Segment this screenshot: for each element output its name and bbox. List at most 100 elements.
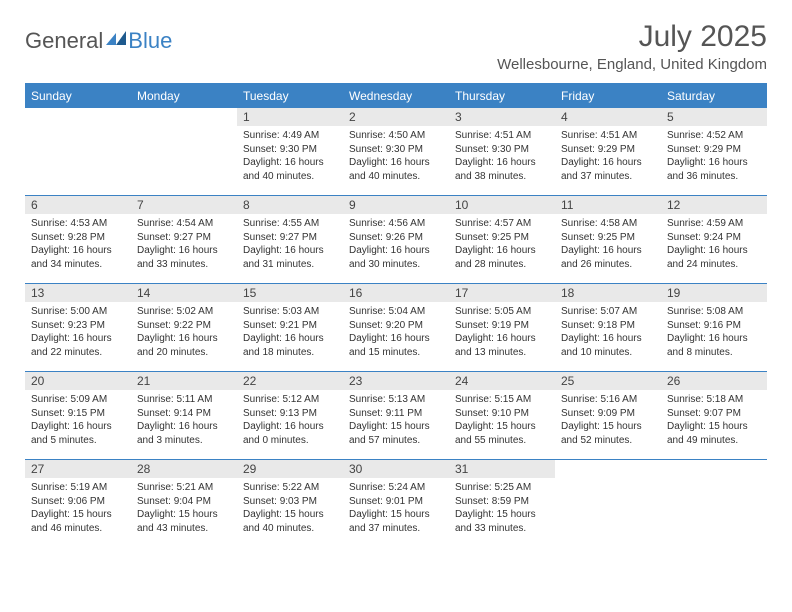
- logo-text-general: General: [25, 28, 103, 54]
- calendar-day-cell: [131, 108, 237, 196]
- calendar-day-cell: 30Sunrise: 5:24 AMSunset: 9:01 PMDayligh…: [343, 460, 449, 548]
- month-title: July 2025: [497, 20, 767, 54]
- day-number: 6: [25, 196, 131, 214]
- calendar-day-cell: 21Sunrise: 5:11 AMSunset: 9:14 PMDayligh…: [131, 372, 237, 460]
- calendar-week-row: 13Sunrise: 5:00 AMSunset: 9:23 PMDayligh…: [25, 284, 767, 372]
- calendar-day-cell: 19Sunrise: 5:08 AMSunset: 9:16 PMDayligh…: [661, 284, 767, 372]
- day-number: 13: [25, 284, 131, 302]
- calendar-day-cell: 23Sunrise: 5:13 AMSunset: 9:11 PMDayligh…: [343, 372, 449, 460]
- day-number: 26: [661, 372, 767, 390]
- calendar-day-cell: [25, 108, 131, 196]
- day-number: 20: [25, 372, 131, 390]
- day-details: Sunrise: 4:52 AMSunset: 9:29 PMDaylight:…: [661, 126, 767, 187]
- col-thursday: Thursday: [449, 84, 555, 108]
- col-wednesday: Wednesday: [343, 84, 449, 108]
- day-details: Sunrise: 5:24 AMSunset: 9:01 PMDaylight:…: [343, 478, 449, 539]
- logo: General Blue: [25, 20, 172, 54]
- day-number: 23: [343, 372, 449, 390]
- calendar-table: Sunday Monday Tuesday Wednesday Thursday…: [25, 83, 767, 548]
- calendar-day-cell: 1Sunrise: 4:49 AMSunset: 9:30 PMDaylight…: [237, 108, 343, 196]
- day-number: 25: [555, 372, 661, 390]
- day-details: Sunrise: 4:51 AMSunset: 9:29 PMDaylight:…: [555, 126, 661, 187]
- calendar-day-cell: 9Sunrise: 4:56 AMSunset: 9:26 PMDaylight…: [343, 196, 449, 284]
- calendar-week-row: 20Sunrise: 5:09 AMSunset: 9:15 PMDayligh…: [25, 372, 767, 460]
- day-details: Sunrise: 5:00 AMSunset: 9:23 PMDaylight:…: [25, 302, 131, 363]
- calendar-day-cell: 8Sunrise: 4:55 AMSunset: 9:27 PMDaylight…: [237, 196, 343, 284]
- day-number: 22: [237, 372, 343, 390]
- day-details: Sunrise: 5:21 AMSunset: 9:04 PMDaylight:…: [131, 478, 237, 539]
- calendar-day-cell: 4Sunrise: 4:51 AMSunset: 9:29 PMDaylight…: [555, 108, 661, 196]
- day-number: 16: [343, 284, 449, 302]
- day-details: Sunrise: 5:16 AMSunset: 9:09 PMDaylight:…: [555, 390, 661, 451]
- col-tuesday: Tuesday: [237, 84, 343, 108]
- day-number: 27: [25, 460, 131, 478]
- calendar-day-cell: 22Sunrise: 5:12 AMSunset: 9:13 PMDayligh…: [237, 372, 343, 460]
- day-number: 4: [555, 108, 661, 126]
- day-details: Sunrise: 5:09 AMSunset: 9:15 PMDaylight:…: [25, 390, 131, 451]
- day-number: 7: [131, 196, 237, 214]
- col-sunday: Sunday: [25, 84, 131, 108]
- calendar-day-cell: 29Sunrise: 5:22 AMSunset: 9:03 PMDayligh…: [237, 460, 343, 548]
- calendar-day-cell: 24Sunrise: 5:15 AMSunset: 9:10 PMDayligh…: [449, 372, 555, 460]
- calendar-day-cell: 14Sunrise: 5:02 AMSunset: 9:22 PMDayligh…: [131, 284, 237, 372]
- location-subtitle: Wellesbourne, England, United Kingdom: [497, 56, 767, 73]
- calendar-day-cell: 28Sunrise: 5:21 AMSunset: 9:04 PMDayligh…: [131, 460, 237, 548]
- day-details: Sunrise: 5:13 AMSunset: 9:11 PMDaylight:…: [343, 390, 449, 451]
- day-details: Sunrise: 5:11 AMSunset: 9:14 PMDaylight:…: [131, 390, 237, 451]
- calendar-week-row: 6Sunrise: 4:53 AMSunset: 9:28 PMDaylight…: [25, 196, 767, 284]
- day-number: 1: [237, 108, 343, 126]
- logo-text-blue: Blue: [128, 28, 172, 54]
- calendar-day-cell: 17Sunrise: 5:05 AMSunset: 9:19 PMDayligh…: [449, 284, 555, 372]
- day-number: 30: [343, 460, 449, 478]
- weekday-header-row: Sunday Monday Tuesday Wednesday Thursday…: [25, 84, 767, 108]
- day-details: Sunrise: 5:04 AMSunset: 9:20 PMDaylight:…: [343, 302, 449, 363]
- day-number: 5: [661, 108, 767, 126]
- calendar-day-cell: [661, 460, 767, 548]
- day-details: Sunrise: 4:49 AMSunset: 9:30 PMDaylight:…: [237, 126, 343, 187]
- day-number: 9: [343, 196, 449, 214]
- day-details: Sunrise: 4:54 AMSunset: 9:27 PMDaylight:…: [131, 214, 237, 275]
- day-details: Sunrise: 4:58 AMSunset: 9:25 PMDaylight:…: [555, 214, 661, 275]
- day-number: 17: [449, 284, 555, 302]
- day-details: Sunrise: 5:07 AMSunset: 9:18 PMDaylight:…: [555, 302, 661, 363]
- day-number: 11: [555, 196, 661, 214]
- day-details: Sunrise: 4:53 AMSunset: 9:28 PMDaylight:…: [25, 214, 131, 275]
- day-number: 31: [449, 460, 555, 478]
- day-details: Sunrise: 5:05 AMSunset: 9:19 PMDaylight:…: [449, 302, 555, 363]
- col-friday: Friday: [555, 84, 661, 108]
- calendar-day-cell: [555, 460, 661, 548]
- col-saturday: Saturday: [661, 84, 767, 108]
- col-monday: Monday: [131, 84, 237, 108]
- day-details: Sunrise: 5:19 AMSunset: 9:06 PMDaylight:…: [25, 478, 131, 539]
- day-details: Sunrise: 5:15 AMSunset: 9:10 PMDaylight:…: [449, 390, 555, 451]
- calendar-day-cell: 11Sunrise: 4:58 AMSunset: 9:25 PMDayligh…: [555, 196, 661, 284]
- calendar-day-cell: 6Sunrise: 4:53 AMSunset: 9:28 PMDaylight…: [25, 196, 131, 284]
- day-number: 29: [237, 460, 343, 478]
- day-details: Sunrise: 5:22 AMSunset: 9:03 PMDaylight:…: [237, 478, 343, 539]
- day-details: Sunrise: 4:51 AMSunset: 9:30 PMDaylight:…: [449, 126, 555, 187]
- calendar-day-cell: 12Sunrise: 4:59 AMSunset: 9:24 PMDayligh…: [661, 196, 767, 284]
- day-details: Sunrise: 4:57 AMSunset: 9:25 PMDaylight:…: [449, 214, 555, 275]
- calendar-day-cell: 5Sunrise: 4:52 AMSunset: 9:29 PMDaylight…: [661, 108, 767, 196]
- day-number: 28: [131, 460, 237, 478]
- day-number: 19: [661, 284, 767, 302]
- calendar-week-row: 27Sunrise: 5:19 AMSunset: 9:06 PMDayligh…: [25, 460, 767, 548]
- day-number: 2: [343, 108, 449, 126]
- day-number: 21: [131, 372, 237, 390]
- day-number: 18: [555, 284, 661, 302]
- calendar-day-cell: 26Sunrise: 5:18 AMSunset: 9:07 PMDayligh…: [661, 372, 767, 460]
- header: General Blue July 2025 Wellesbourne, Eng…: [25, 20, 767, 73]
- day-details: Sunrise: 4:55 AMSunset: 9:27 PMDaylight:…: [237, 214, 343, 275]
- day-number: 15: [237, 284, 343, 302]
- calendar-day-cell: 27Sunrise: 5:19 AMSunset: 9:06 PMDayligh…: [25, 460, 131, 548]
- day-details: Sunrise: 4:56 AMSunset: 9:26 PMDaylight:…: [343, 214, 449, 275]
- day-details: Sunrise: 5:25 AMSunset: 8:59 PMDaylight:…: [449, 478, 555, 539]
- calendar-body: 1Sunrise: 4:49 AMSunset: 9:30 PMDaylight…: [25, 108, 767, 548]
- day-number: 14: [131, 284, 237, 302]
- title-block: July 2025 Wellesbourne, England, United …: [497, 20, 767, 73]
- calendar-day-cell: 13Sunrise: 5:00 AMSunset: 9:23 PMDayligh…: [25, 284, 131, 372]
- day-details: Sunrise: 5:02 AMSunset: 9:22 PMDaylight:…: [131, 302, 237, 363]
- calendar-day-cell: 7Sunrise: 4:54 AMSunset: 9:27 PMDaylight…: [131, 196, 237, 284]
- day-number: 24: [449, 372, 555, 390]
- day-details: Sunrise: 5:08 AMSunset: 9:16 PMDaylight:…: [661, 302, 767, 363]
